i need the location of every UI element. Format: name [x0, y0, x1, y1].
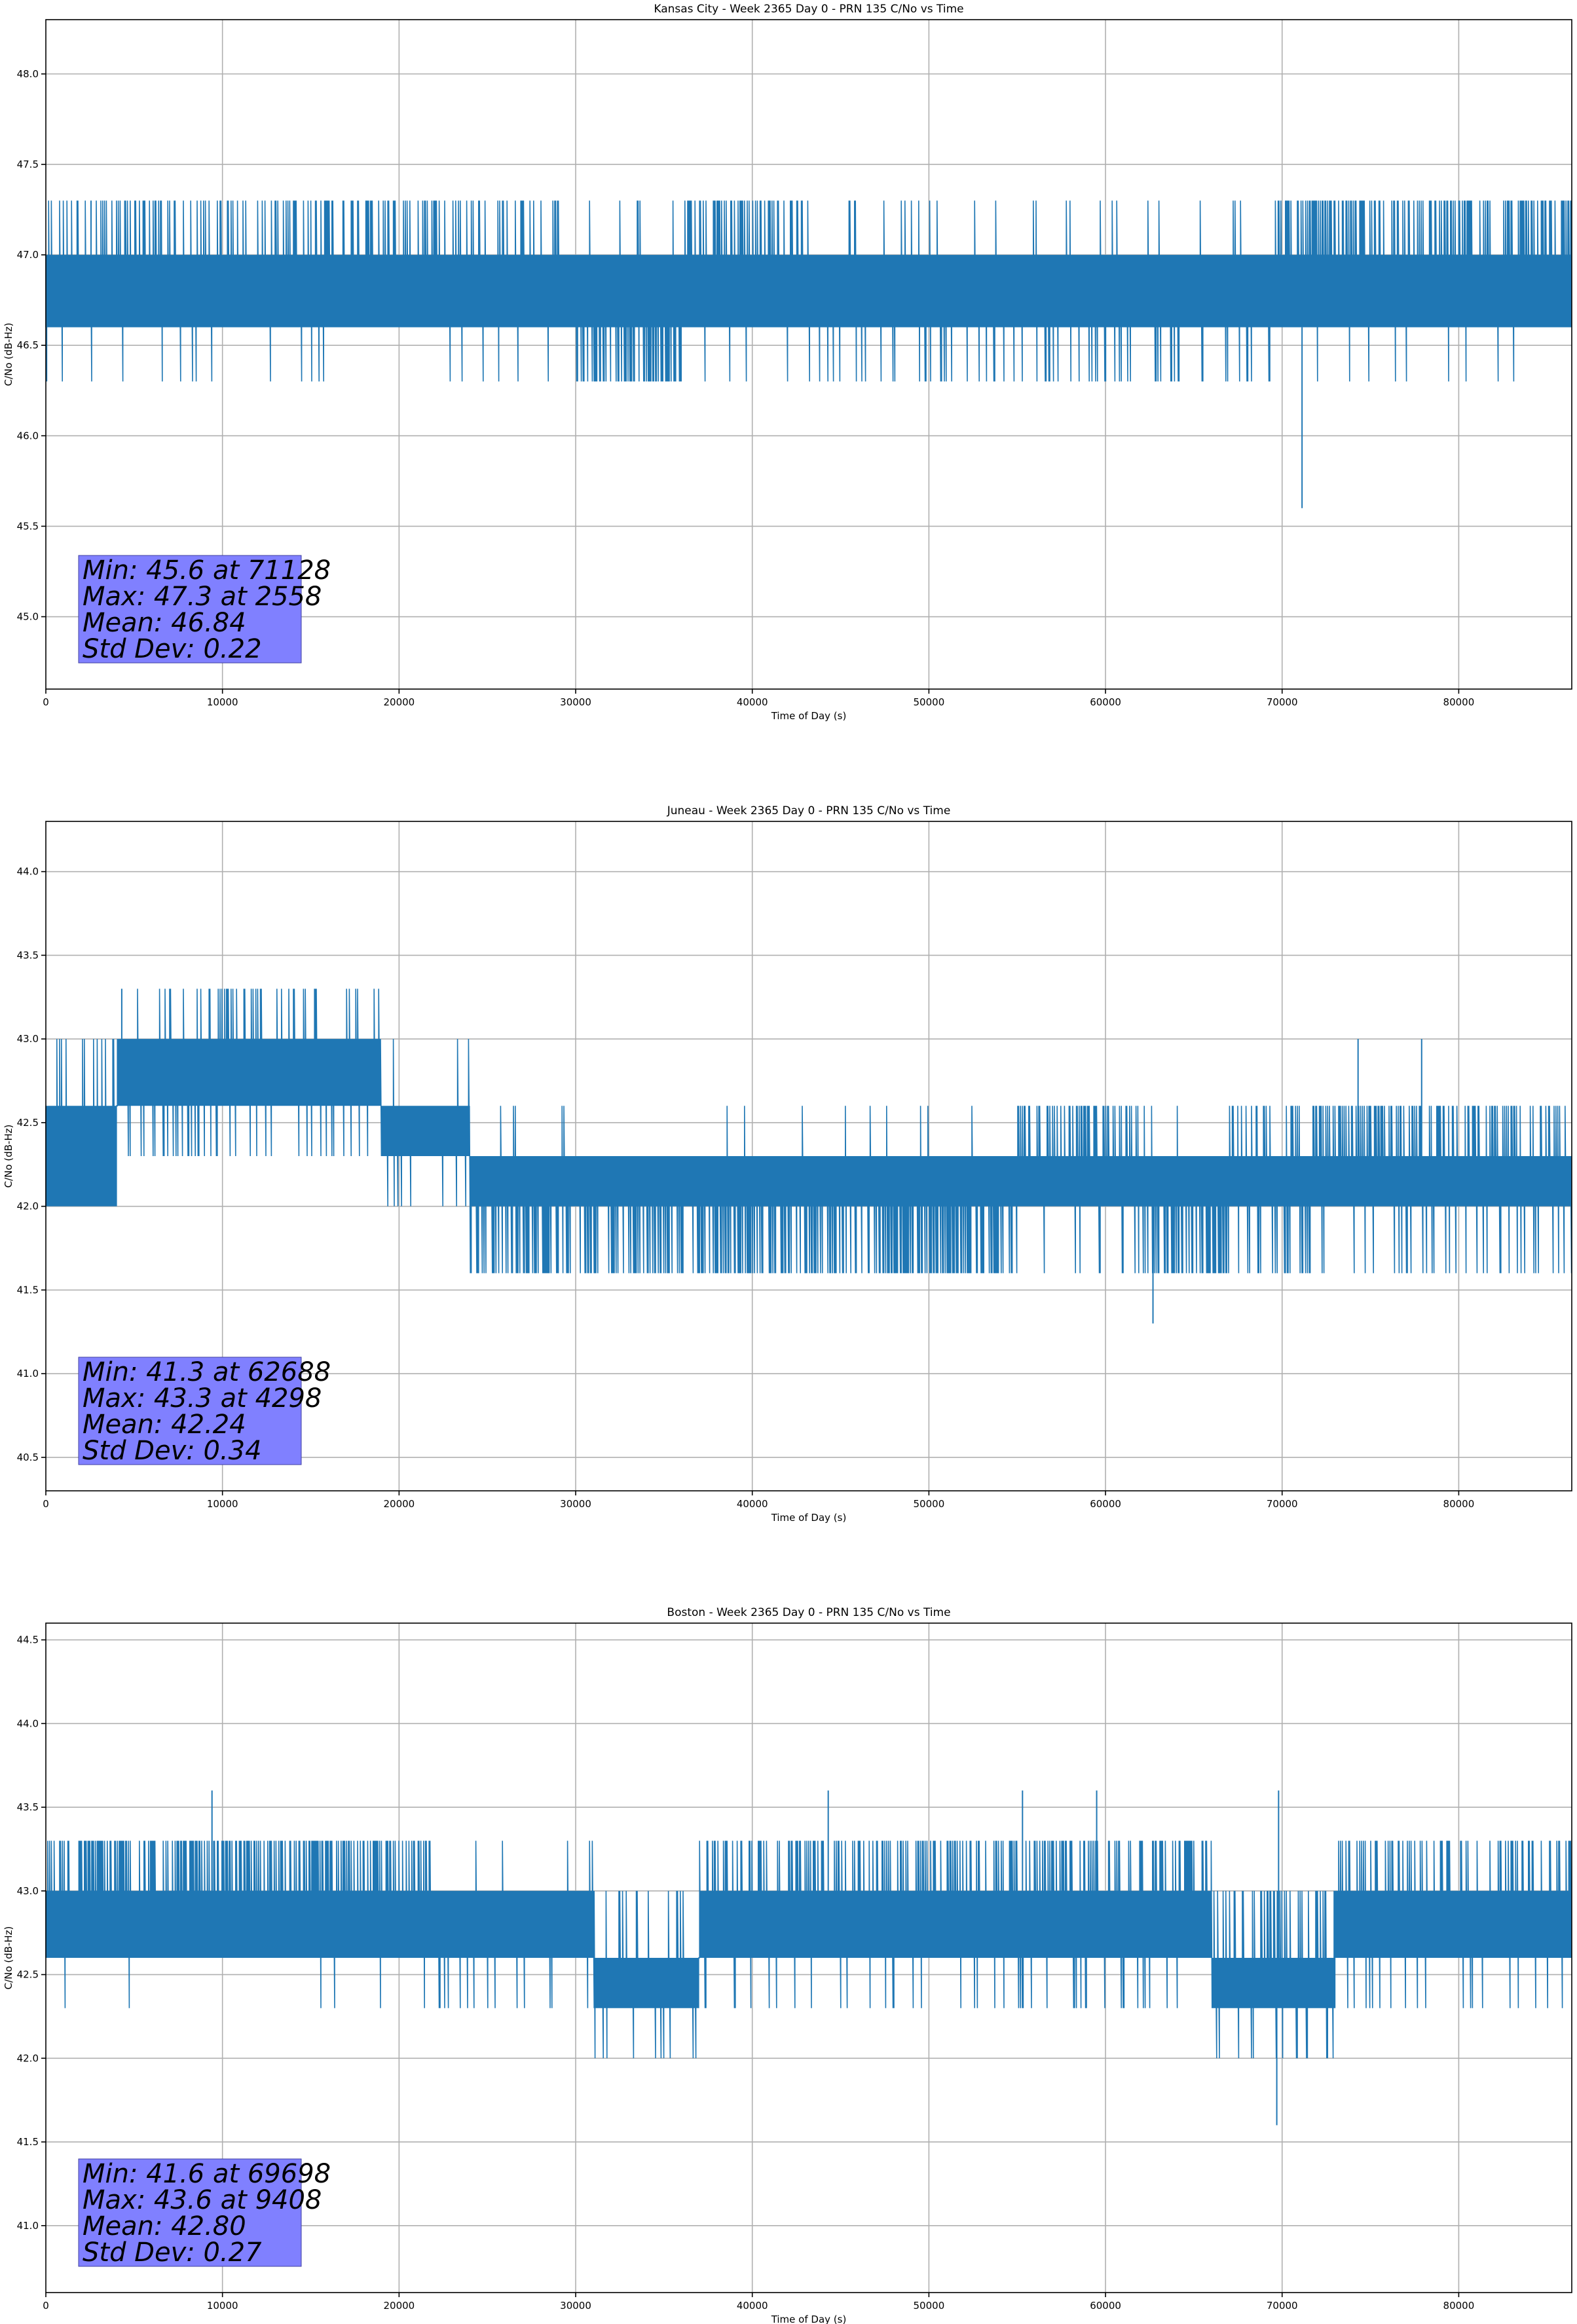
x-tick-label: 70000 — [1267, 696, 1298, 708]
y-tick-label: 42.0 — [17, 2052, 39, 2064]
x-tick-label: 0 — [43, 2300, 49, 2312]
axes-frame — [45, 19, 1572, 690]
chart-title: Juneau - Week 2365 Day 0 - PRN 135 C/No … — [667, 804, 951, 817]
x-tick-label: 0 — [43, 696, 49, 708]
x-tick-label: 30000 — [560, 1498, 591, 1510]
x-tick-label: 80000 — [1443, 1498, 1475, 1510]
cno-series-line — [45, 1841, 1572, 2059]
chart-title: Boston - Week 2365 Day 0 - PRN 135 C/No … — [667, 1606, 950, 1619]
stats-box-background — [78, 1357, 302, 1465]
y-axis-label: C/No (dB-Hz) — [3, 1125, 14, 1188]
stat-mean: Mean: 42.24 — [83, 1410, 246, 1440]
y-tick-label: 47.5 — [17, 159, 39, 170]
y-tick-label: 45.5 — [17, 520, 39, 532]
y-tick-label: 47.0 — [17, 249, 39, 261]
stat-min: Min: 41.3 at 62688 — [83, 1357, 331, 1387]
y-tick-label: 48.0 — [17, 68, 39, 80]
y-tick-label: 42.5 — [17, 1117, 39, 1129]
x-tick-label: 70000 — [1267, 1498, 1298, 1510]
x-tick-label: 40000 — [737, 1498, 768, 1510]
stats-box-background — [78, 2158, 302, 2267]
y-tick-label: 41.0 — [17, 1368, 39, 1379]
stat-std-dev: Std Dev: 0.27 — [83, 2238, 262, 2268]
x-tick-label: 10000 — [207, 696, 238, 708]
axes-frame — [45, 821, 1572, 1491]
cno-series-line — [45, 988, 1572, 1273]
x-tick-label: 10000 — [207, 1498, 238, 1510]
x-axis-label: Time of Day (s) — [771, 1512, 847, 1524]
y-tick-label: 46.0 — [17, 430, 39, 441]
cno-series-line — [45, 200, 1572, 382]
x-tick-label: 40000 — [737, 2300, 768, 2312]
x-tick-label: 80000 — [1443, 2300, 1475, 2312]
stat-max: Max: 43.6 at 9408 — [83, 2185, 322, 2215]
y-tick-label: 42.0 — [17, 1201, 39, 1212]
y-tick-label: 41.0 — [17, 2220, 39, 2232]
y-axis-label: C/No (dB-Hz) — [3, 1926, 14, 1990]
stat-max: Max: 47.3 at 2558 — [83, 582, 322, 612]
chart-3: 0 10000 20000 30000 40000 50000 60000 70000 8000… — [3, 1606, 1572, 2324]
y-tick-label: 44.5 — [17, 1634, 39, 1646]
y-tick-label: 41.5 — [17, 2136, 39, 2148]
y-tick-label: 44.0 — [17, 866, 39, 878]
stats-box-background — [78, 555, 302, 664]
stat-min: Min: 41.6 at 69698 — [83, 2159, 331, 2189]
x-tick-label: 50000 — [914, 696, 945, 708]
stat-std-dev: Std Dev: 0.22 — [83, 634, 262, 664]
grid — [46, 821, 1572, 1491]
x-tick-label: 60000 — [1090, 696, 1121, 708]
x-axis-label: Time of Day (s) — [771, 710, 847, 722]
stat-mean: Mean: 42.80 — [83, 2211, 246, 2241]
x-axis-label: Time of Day (s) — [771, 2314, 847, 2324]
stat-max: Max: 43.3 at 4298 — [83, 1383, 322, 1414]
stat-min: Min: 45.6 at 71128 — [83, 555, 331, 586]
y-tick-label: 43.5 — [17, 1801, 39, 1813]
chart-2: 0 10000 20000 30000 40000 50000 60000 70000 8000… — [3, 804, 1572, 1524]
y-tick-label: 42.5 — [17, 1969, 39, 1981]
x-tick-label: 20000 — [383, 2300, 415, 2312]
y-tick-label: 44.0 — [17, 1717, 39, 1729]
chart-title: Kansas City - Week 2365 Day 0 - PRN 135 … — [654, 3, 963, 16]
y-tick-label: 43.0 — [17, 1885, 39, 1897]
y-tick-label: 45.0 — [17, 611, 39, 623]
x-tick-label: 80000 — [1443, 696, 1475, 708]
x-tick-label: 60000 — [1090, 1498, 1121, 1510]
x-tick-label: 30000 — [560, 696, 591, 708]
x-tick-label: 10000 — [207, 2300, 238, 2312]
x-tick-label: 40000 — [737, 696, 768, 708]
y-tick-label: 41.5 — [17, 1284, 39, 1296]
y-tick-label: 43.5 — [17, 949, 39, 961]
y-tick-label: 46.5 — [17, 339, 39, 351]
x-tick-label: 0 — [43, 1498, 49, 1510]
x-tick-label: 60000 — [1090, 2300, 1121, 2312]
axes-frame — [45, 1622, 1572, 2293]
x-tick-label: 20000 — [383, 696, 415, 708]
x-tick-label: 20000 — [383, 1498, 415, 1510]
stat-std-dev: Std Dev: 0.34 — [83, 1436, 262, 1466]
chart-1: 0 10000 20000 30000 40000 50000 60000 70000 8000… — [3, 3, 1572, 722]
y-tick-label: 43.0 — [17, 1033, 39, 1045]
y-axis-label: C/No (dB-Hz) — [3, 323, 14, 386]
stat-mean: Mean: 46.84 — [83, 608, 246, 638]
x-tick-label: 50000 — [914, 1498, 945, 1510]
x-tick-label: 50000 — [914, 2300, 945, 2312]
y-tick-label: 40.5 — [17, 1452, 39, 1463]
x-tick-label: 70000 — [1267, 2300, 1298, 2312]
x-tick-label: 30000 — [560, 2300, 591, 2312]
grid — [46, 20, 1572, 689]
